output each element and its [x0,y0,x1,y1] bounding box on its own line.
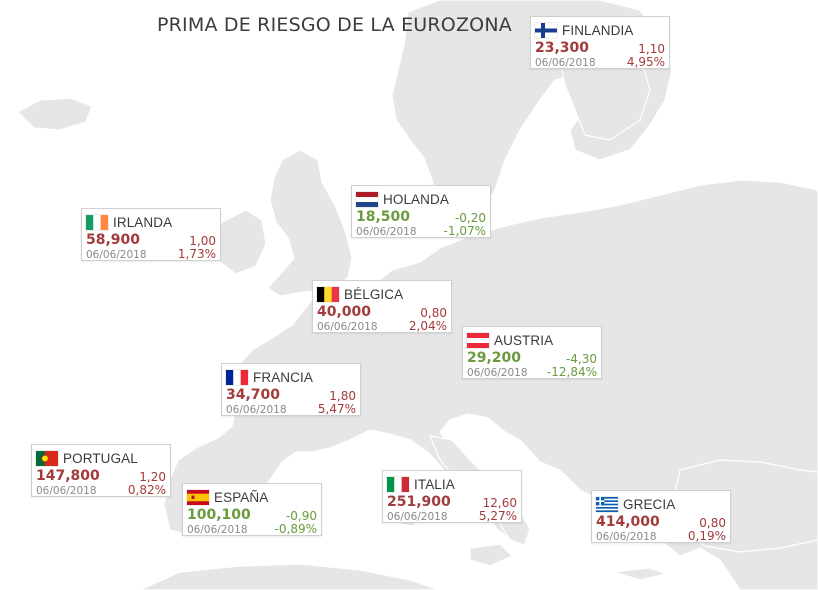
italy-flag [387,476,409,492]
change-value: 0,80 [699,516,726,530]
country-name: ESPAÑA [214,489,269,505]
change-value: 1,20 [139,470,166,484]
change-percent: 0,19% [687,529,726,543]
date-label: 06/06/2018 [535,57,596,69]
card-header: IRLANDA [86,214,172,230]
north-africa-shape [139,563,441,590]
page-title: PRIMA DE RIESGO DE LA EUROZONA [157,14,512,36]
crete-shape [613,567,667,581]
country-card-holanda[interactable]: HOLANDA 18,500 -0,20 06/06/2018 -1,07% [351,185,491,238]
change-percent: 5,27% [478,509,517,523]
change-percent: -0,89% [274,522,317,536]
country-card-finlandia[interactable]: FINLANDIA 23,300 1,10 06/06/2018 4,95% [530,16,670,69]
risk-premium-value: 147,800 [36,468,100,484]
date-label: 06/06/2018 [36,485,97,497]
change-value: -0,20 [454,211,486,225]
card-header: PORTUGAL [36,450,138,466]
card-header: GRECIA [596,496,675,512]
spain-flag [187,489,209,505]
finland-flag [535,22,557,38]
card-header: ITALIA [387,476,455,492]
card-header: BÉLGICA [317,286,403,302]
iceland-shape [17,97,93,131]
country-card-portugal[interactable]: PORTUGAL 147,800 1,20 06/06/2018 0,82% [31,444,171,497]
risk-premium-value: 100,100 [187,507,251,523]
card-header: FRANCIA [226,369,313,385]
change-percent: -1,07% [443,224,486,238]
change-percent: 1,73% [177,247,216,261]
date-label: 06/06/2018 [187,524,248,536]
date-label: 06/06/2018 [596,531,657,543]
risk-premium-value: 251,900 [387,494,451,510]
change-value: 1,10 [638,42,665,56]
country-name: PORTUGAL [63,450,138,466]
country-name: ITALIA [414,476,455,492]
country-name: AUSTRIA [494,332,554,348]
date-label: 06/06/2018 [86,249,147,261]
date-label: 06/06/2018 [226,404,287,416]
ireland-flag [86,214,108,230]
austria-flag [467,332,489,348]
card-header: AUSTRIA [467,332,553,348]
change-value: -0,90 [285,509,317,523]
change-value: 1,80 [329,389,356,403]
date-label: 06/06/2018 [356,226,417,238]
country-name: FINLANDIA [562,22,634,38]
change-percent: -12,84% [546,365,597,379]
portugal-flag [36,450,58,466]
country-card-austria[interactable]: AUSTRIA 29,200 -4,30 06/06/2018 -12,84% [462,326,602,379]
change-value: -4,30 [565,352,597,366]
france-flag [226,369,248,385]
card-header: ESPAÑA [187,489,268,505]
country-card-grecia[interactable]: GRECIA 414,000 0,80 06/06/2018 0,19% [591,490,731,543]
country-card-irlanda[interactable]: IRLANDA 58,900 1,00 06/06/2018 1,73% [81,208,221,261]
country-card-espana[interactable]: ESPAÑA 100,100 -0,90 06/06/2018 -0,89% [182,483,322,536]
risk-premium-value: 58,900 [86,232,141,248]
country-name: BÉLGICA [344,286,404,302]
card-header: FINLANDIA [535,22,633,38]
risk-premium-value: 40,000 [317,304,372,320]
country-name: IRLANDA [113,214,173,230]
change-percent: 5,47% [317,402,356,416]
netherlands-flag [356,191,378,207]
country-name: FRANCIA [253,369,313,385]
risk-premium-value: 34,700 [226,387,281,403]
date-label: 06/06/2018 [317,321,378,333]
change-value: 0,80 [420,306,447,320]
belgium-flag [317,286,339,302]
country-card-belgica[interactable]: BÉLGICA 40,000 0,80 06/06/2018 2,04% [312,280,452,333]
sicily-shape [469,543,513,567]
change-value: 12,60 [482,496,517,510]
risk-premium-value: 18,500 [356,209,411,225]
country-name: HOLANDA [383,191,449,207]
great-britain-shape [267,149,353,297]
country-card-italia[interactable]: ITALIA 251,900 12,60 06/06/2018 5,27% [382,470,522,523]
change-percent: 0,82% [127,483,166,497]
change-percent: 4,95% [626,55,665,69]
change-percent: 2,04% [408,319,447,333]
country-name: GRECIA [623,496,676,512]
date-label: 06/06/2018 [387,511,448,523]
date-label: 06/06/2018 [467,367,528,379]
card-header: HOLANDA [356,191,449,207]
risk-premium-value: 414,000 [596,514,660,530]
change-value: 1,00 [189,234,216,248]
risk-premium-value: 23,300 [535,40,590,56]
country-card-francia[interactable]: FRANCIA 34,700 1,80 06/06/2018 5,47% [221,363,361,416]
risk-premium-value: 29,200 [467,350,522,366]
greece-flag [596,496,618,512]
